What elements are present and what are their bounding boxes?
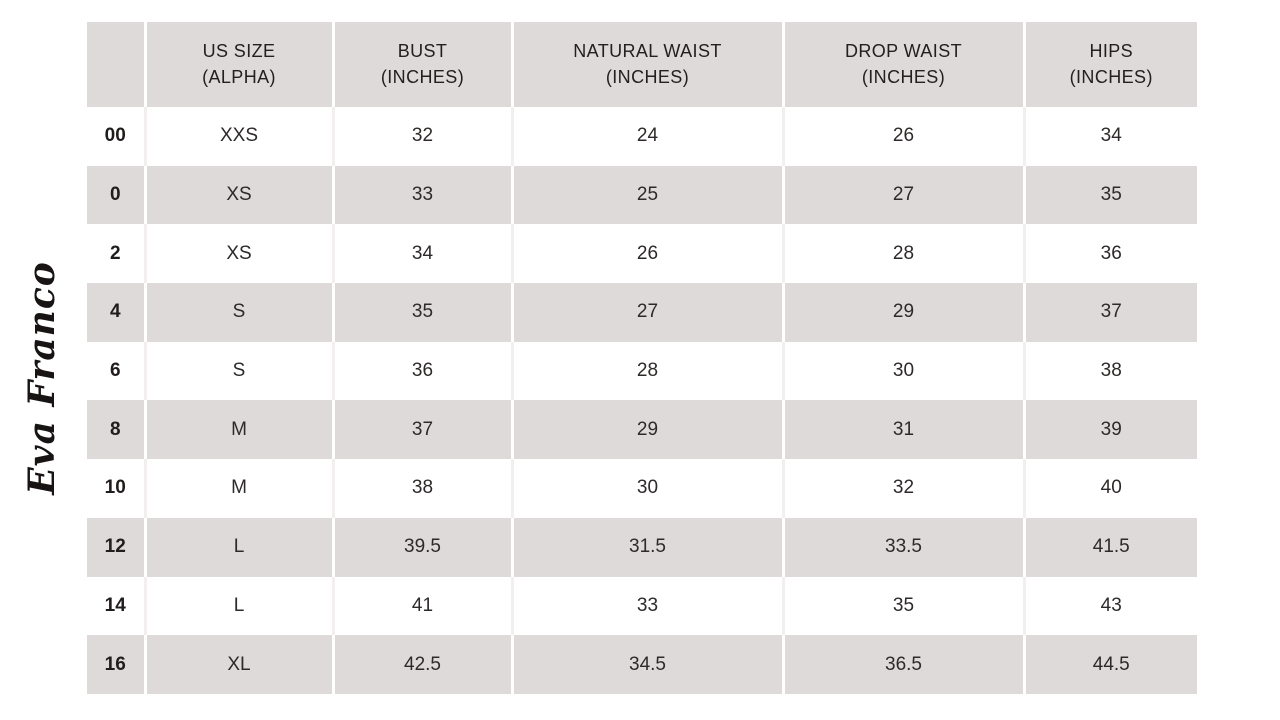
us-size-cell: 8 [87,400,145,460]
measurement-cell: 43 [1022,576,1197,636]
header-cell-bust: BUST (INCHES) [331,22,512,107]
header-cell-hips: HIPS (INCHES) [1022,22,1197,107]
measurement-cell: 32 [781,459,1024,518]
measurement-cell: 36 [1022,224,1197,284]
measurement-cell: 27 [781,165,1024,225]
measurement-cell: 41.5 [1022,517,1197,577]
measurement-cell: 39 [1022,400,1197,460]
us-size-cell: 16 [87,635,145,694]
measurement-cell: 33.5 [781,517,1024,577]
table-row: 14 L 41 33 35 43 [87,576,1197,636]
measurement-cell: 39.5 [331,517,512,577]
us-size-cell: 12 [87,517,145,577]
measurement-cell: 36.5 [781,635,1024,694]
measurement-cell: 37 [1022,283,1197,342]
header-label: HIPS [1089,41,1134,62]
measurement-cell: 34 [331,224,512,284]
header-sublabel: (INCHES) [861,66,946,87]
measurement-cell: 33 [510,576,783,636]
table-row: 0 XS 33 25 27 35 [87,165,1197,225]
header-label: BUST [397,41,448,62]
measurement-cell: S [143,283,333,342]
header-label: US SIZE [202,41,276,62]
header-cell-drop-waist: DROP WAIST (INCHES) [781,22,1024,107]
table-row: 6 S 36 28 30 38 [87,341,1197,401]
measurement-cell: 25 [510,165,783,225]
table-row: 2 XS 34 26 28 36 [87,224,1197,284]
measurement-cell: 29 [510,400,783,460]
us-size-cell: 0 [87,165,145,225]
measurement-cell: 24 [510,107,783,166]
measurement-cell: 34 [1022,107,1197,166]
measurement-cell: 36 [331,341,512,401]
measurement-cell: 35 [1022,165,1197,225]
measurement-cell: 42.5 [331,635,512,694]
measurement-cell: 27 [510,283,783,342]
measurement-cell: 31 [781,400,1024,460]
measurement-cell: 44.5 [1022,635,1197,694]
table-row: 4 S 35 27 29 37 [87,283,1197,342]
measurement-cell: L [143,576,333,636]
measurement-cell: XS [143,224,333,284]
table-row: 12 L 39.5 31.5 33.5 41.5 [87,517,1197,577]
measurement-cell: 30 [781,341,1024,401]
header-sublabel: (INCHES) [1069,66,1153,87]
measurement-cell: 37 [331,400,512,460]
measurement-cell: 28 [781,224,1024,284]
measurement-cell: 38 [331,459,512,518]
measurement-cell: 28 [510,341,783,401]
header-cell-empty [87,22,145,107]
size-chart-body: 00 XXS 32 24 26 34 0 XS 33 25 27 35 2 XS 34 26 28 36 4 S 35 2… [87,107,1197,694]
measurement-cell: 31.5 [510,517,783,577]
measurement-cell: 26 [510,224,783,284]
us-size-cell: 00 [87,107,145,166]
header-cell-us-size: US SIZE (ALPHA) [143,22,333,107]
measurement-cell: 41 [331,576,512,636]
measurement-cell: 35 [331,283,512,342]
measurement-cell: S [143,341,333,401]
table-row: 8 M 37 29 31 39 [87,400,1197,460]
header-label: NATURAL WAIST [573,41,722,62]
header-sublabel: (ALPHA) [202,66,276,87]
us-size-cell: 6 [87,341,145,401]
measurement-cell: 40 [1022,459,1197,518]
measurement-cell: XXS [143,107,333,166]
eva-franco-logo: Eva Franco [21,261,63,495]
measurement-cell: 29 [781,283,1024,342]
measurement-cell: XL [143,635,333,694]
header-label: DROP WAIST [844,41,962,62]
table-row: 00 XXS 32 24 26 34 [87,107,1197,166]
measurement-cell: 34.5 [510,635,783,694]
us-size-cell: 2 [87,224,145,284]
header-sublabel: (INCHES) [380,66,465,87]
measurement-cell: 26 [781,107,1024,166]
measurement-cell: 35 [781,576,1024,636]
us-size-cell: 10 [87,459,145,518]
header-cell-natural-waist: NATURAL WAIST (INCHES) [510,22,783,107]
header-row: US SIZE (ALPHA) BUST (INCHES) NATURAL WA… [87,22,1197,107]
measurement-cell: 32 [331,107,512,166]
measurement-cell: XS [143,165,333,225]
table-row: 16 XL 42.5 34.5 36.5 44.5 [87,635,1197,694]
measurement-cell: 33 [331,165,512,225]
table-row: 10 M 38 30 32 40 [87,459,1197,518]
measurement-cell: M [143,400,333,460]
size-chart-table: US SIZE (ALPHA) BUST (INCHES) NATURAL WA… [87,22,1197,694]
measurement-cell: L [143,517,333,577]
measurement-cell: M [143,459,333,518]
header-sublabel: (INCHES) [605,66,690,87]
us-size-cell: 14 [87,576,145,636]
us-size-cell: 4 [87,283,145,342]
measurement-cell: 30 [510,459,783,518]
measurement-cell: 38 [1022,341,1197,401]
